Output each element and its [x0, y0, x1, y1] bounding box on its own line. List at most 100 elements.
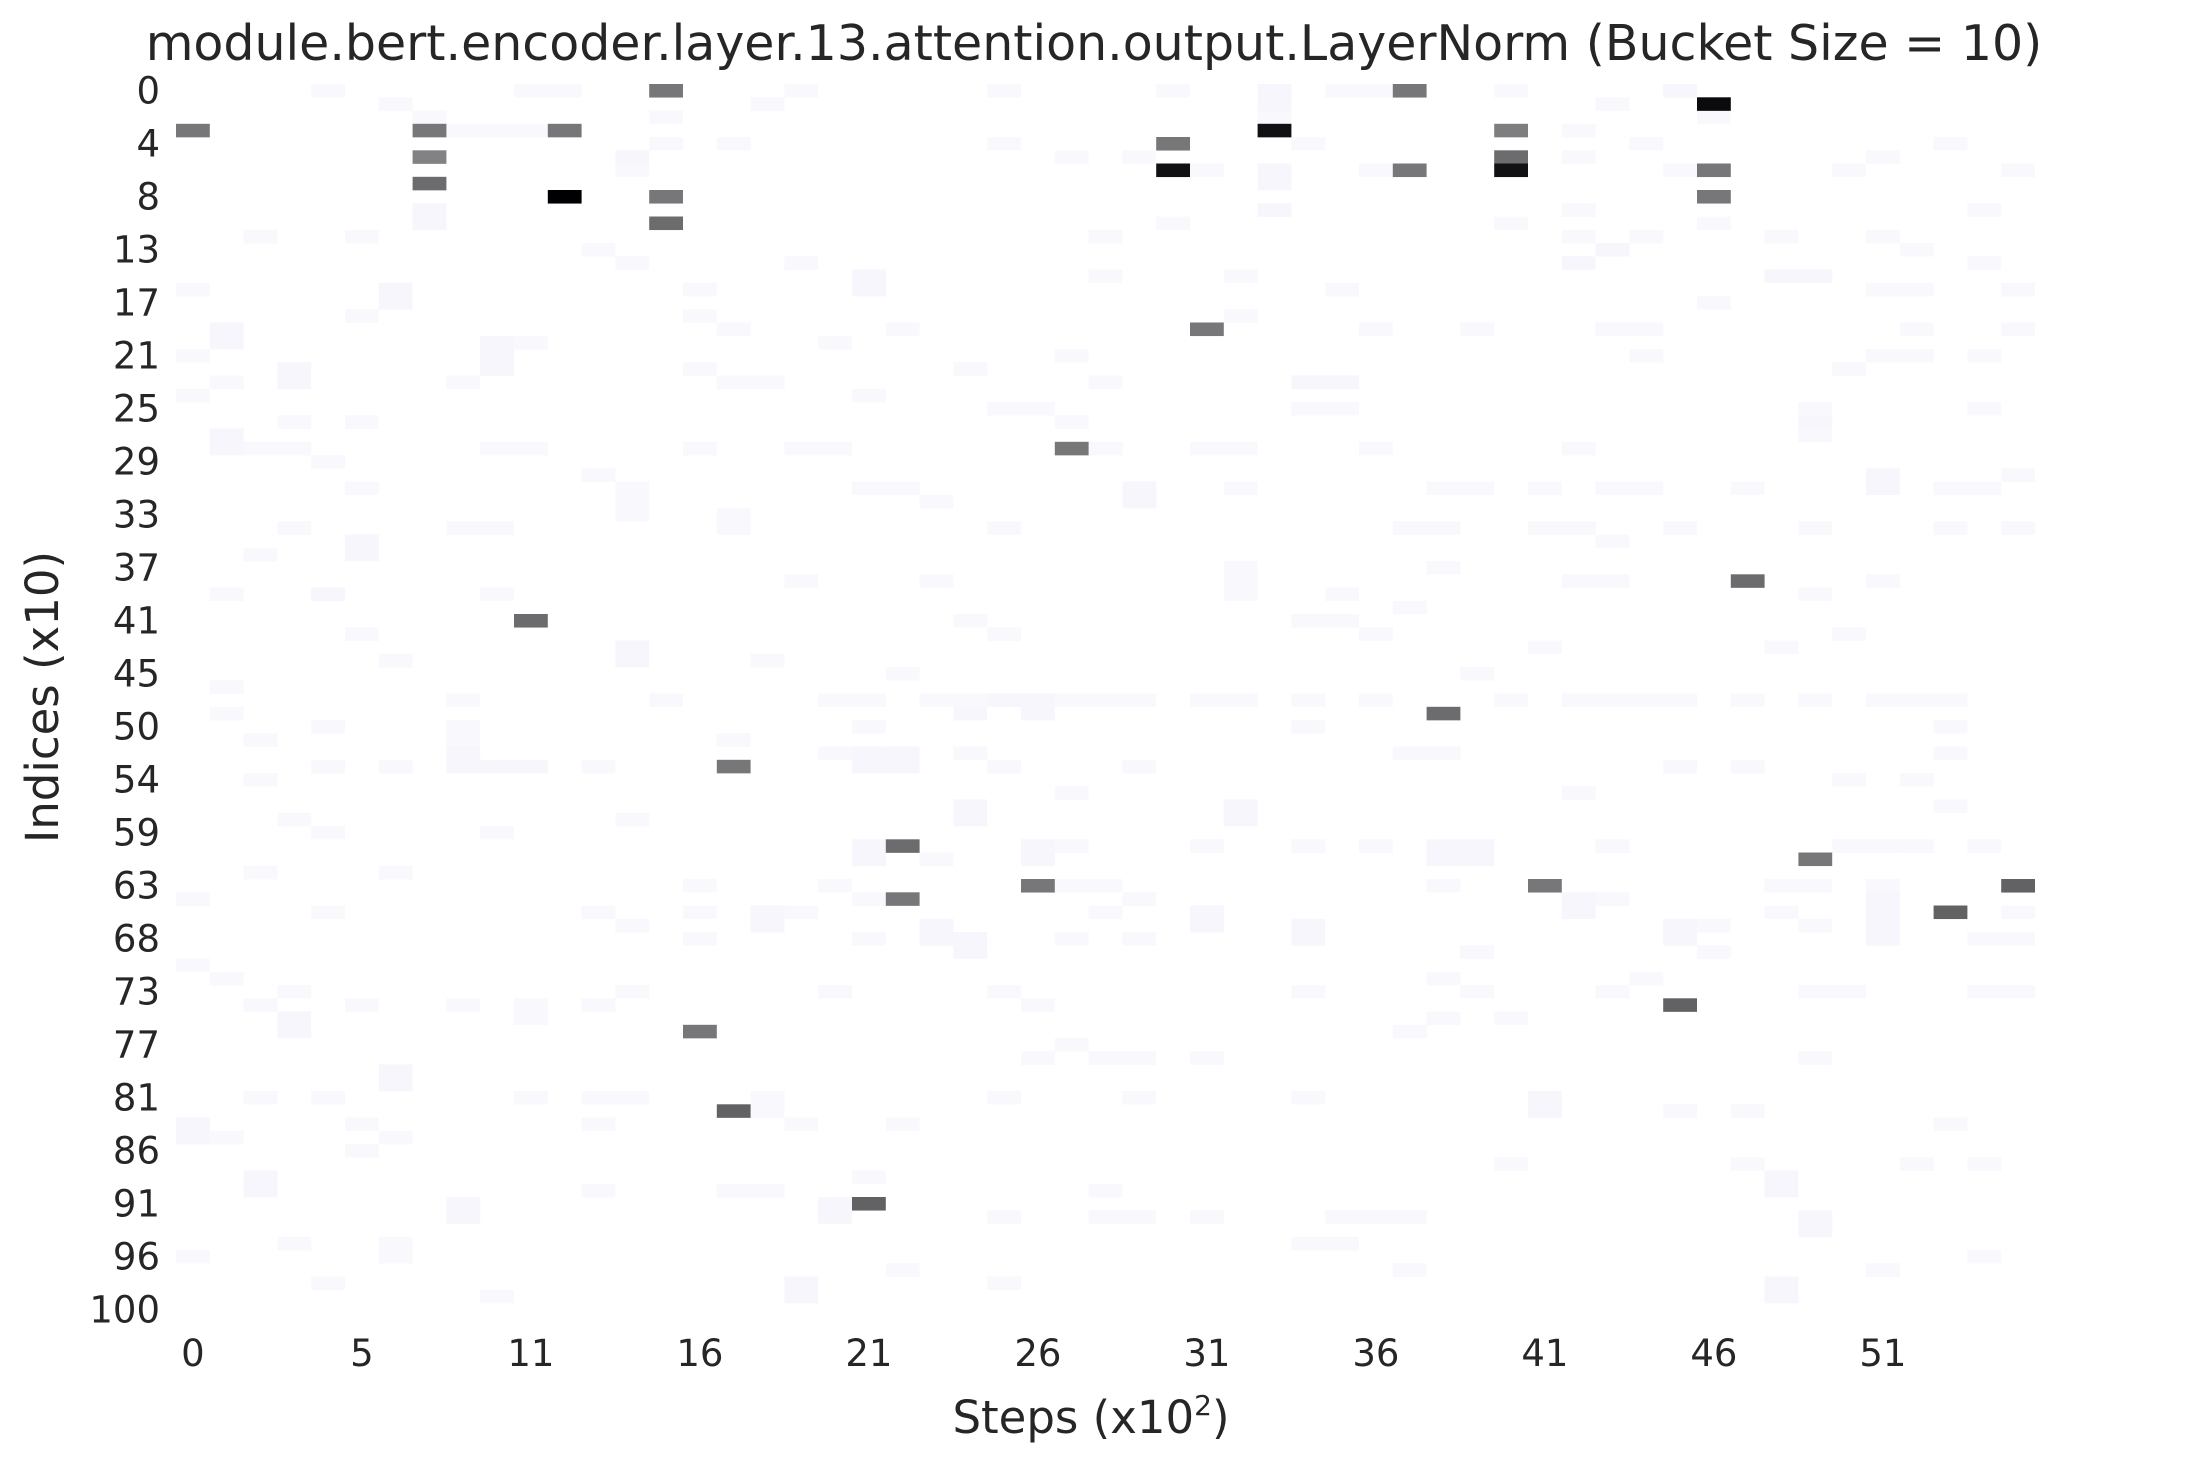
x-axis-label-sup: 2 — [1194, 1389, 1212, 1422]
heatmap-cell — [919, 852, 954, 867]
heatmap-cell — [1494, 123, 1528, 138]
heatmap-cell — [1832, 163, 1866, 178]
heatmap-cell — [1494, 216, 1528, 231]
heatmap-cell — [716, 521, 751, 535]
heatmap-cell — [412, 110, 447, 125]
heatmap-cell — [1223, 481, 1258, 496]
heatmap-cell — [1257, 97, 1292, 111]
heatmap-cell — [1798, 985, 1833, 999]
heatmap-cell — [1190, 1210, 1224, 1224]
heatmap-cell — [1561, 123, 1596, 138]
heatmap-cell — [311, 826, 345, 840]
heatmap-cells — [176, 84, 2035, 1304]
heatmap-cell — [818, 441, 852, 456]
heatmap-cell — [412, 176, 447, 191]
heatmap-cell — [1866, 349, 1900, 363]
heatmap-cell — [1122, 759, 1157, 774]
heatmap-cell — [243, 1091, 278, 1105]
heatmap-cell — [1291, 402, 1326, 416]
heatmap-cell — [1359, 322, 1393, 337]
heatmap-cell — [987, 627, 1021, 641]
heatmap-cell — [176, 349, 210, 363]
heatmap-cell — [2001, 163, 2035, 178]
heatmap-cell — [1122, 1091, 1157, 1105]
heatmap-cell — [987, 402, 1021, 416]
heatmap-cell — [1054, 879, 1089, 893]
heatmap-cell — [1798, 1210, 1833, 1224]
heatmap-cell — [750, 1104, 785, 1118]
heatmap-cell — [1967, 839, 2002, 853]
heatmap-cell — [1933, 137, 1968, 151]
y-tick-label: 100 — [89, 1289, 160, 1332]
heatmap-cell — [1291, 720, 1326, 734]
y-axis-label: Indices (x10) — [16, 551, 69, 843]
heatmap-cell — [615, 812, 650, 827]
heatmap-cell — [412, 216, 447, 231]
heatmap-cell — [784, 256, 819, 270]
heatmap-cell — [852, 388, 886, 403]
heatmap-cell — [1494, 1011, 1528, 1026]
heatmap-cell — [1088, 693, 1123, 708]
heatmap-cell — [1866, 282, 1900, 297]
heatmap-cell — [209, 428, 244, 443]
heatmap-cell — [243, 773, 278, 787]
heatmap-cell — [480, 349, 514, 363]
heatmap-cell — [1899, 839, 1934, 853]
heatmap-cell — [615, 640, 650, 655]
y-tick-label: 68 — [113, 918, 160, 961]
heatmap-cell — [1697, 945, 1731, 959]
heatmap-cell — [412, 150, 447, 164]
heatmap-cell — [1156, 163, 1190, 178]
heatmap-cell — [514, 441, 548, 456]
heatmap-cell — [818, 746, 852, 761]
heatmap-cell — [1325, 1236, 1359, 1251]
x-axis-label-main: Steps (x10 — [952, 1391, 1194, 1444]
heatmap-cell — [1291, 985, 1326, 999]
heatmap-cell — [1054, 1038, 1089, 1052]
heatmap-cell — [1088, 229, 1123, 244]
heatmap-cell — [818, 985, 852, 999]
heatmap-cell — [1359, 839, 1393, 853]
heatmap-cell — [953, 362, 988, 376]
heatmap-cell — [852, 839, 886, 853]
heatmap-cell — [412, 203, 447, 217]
heatmap-cell — [1325, 1210, 1359, 1224]
heatmap-cell — [1595, 693, 1630, 708]
heatmap-cell — [1156, 84, 1190, 98]
heatmap-cell — [987, 759, 1021, 774]
heatmap-cell — [1392, 1024, 1427, 1039]
heatmap-cell — [2001, 521, 2035, 535]
heatmap-cell — [1291, 375, 1326, 390]
heatmap-cell — [209, 375, 244, 390]
heatmap-cell — [885, 759, 920, 774]
heatmap-cell — [176, 958, 210, 973]
heatmap-cell — [615, 985, 650, 999]
heatmap-cell — [581, 1117, 616, 1132]
heatmap-cell — [378, 1130, 413, 1145]
x-tick-label: 46 — [1690, 1332, 1737, 1375]
heatmap-cell — [1697, 190, 1731, 204]
heatmap-cell — [852, 720, 886, 734]
y-tick-label: 86 — [113, 1130, 160, 1173]
heatmap-cell — [1899, 693, 1934, 708]
heatmap-cell — [1595, 574, 1630, 588]
heatmap-cell — [1122, 693, 1157, 708]
heatmap-cell — [2001, 879, 2035, 893]
heatmap-cell — [1866, 481, 1900, 496]
heatmap-cell — [480, 123, 514, 138]
heatmap-cell — [514, 123, 548, 138]
heatmap-cell — [1764, 905, 1799, 920]
heatmap-cell — [1629, 481, 1664, 496]
heatmap-cell — [1595, 985, 1630, 999]
heatmap-cell — [1021, 998, 1055, 1012]
heatmap-cell — [1866, 574, 1900, 588]
heatmap-cell — [1663, 163, 1697, 178]
heatmap-cell — [716, 137, 751, 151]
heatmap-cell — [1021, 839, 1055, 853]
heatmap-cell — [953, 812, 988, 827]
heatmap-cell — [1122, 494, 1157, 509]
heatmap-cell — [1156, 137, 1190, 151]
heatmap-cell — [2001, 985, 2035, 999]
heatmap-cell — [1595, 97, 1630, 111]
heatmap-cell — [243, 865, 278, 880]
